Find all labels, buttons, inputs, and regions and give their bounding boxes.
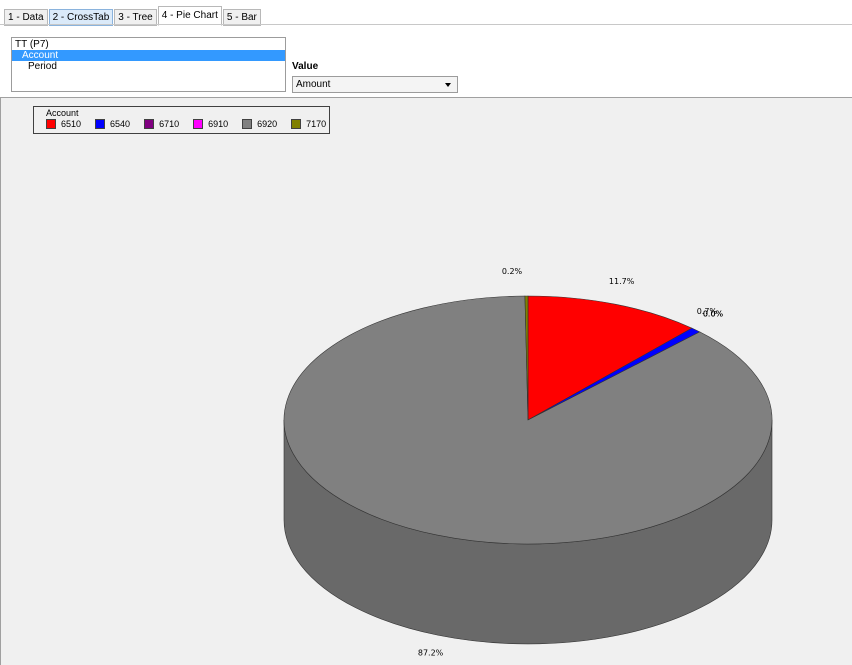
pie-slice-6510 bbox=[527, 295, 693, 421]
pie-slice-6920 bbox=[283, 295, 773, 545]
legend-swatch bbox=[46, 119, 56, 129]
value-label: Value bbox=[292, 61, 319, 72]
field-list-item-account[interactable]: Account bbox=[12, 50, 285, 61]
tab-bar: 1 - Data 2 - CrossTab 3 - Tree 4 - Pie C… bbox=[0, 0, 852, 28]
pie-label-6920: 87.2% bbox=[418, 648, 444, 657]
tab-tree[interactable]: 3 - Tree bbox=[114, 9, 157, 26]
legend-label: 6910 bbox=[208, 119, 229, 129]
legend-label: 6920 bbox=[257, 119, 278, 129]
field-list-header: TT (P7) bbox=[15, 39, 49, 50]
legend-item-6910: 6910 bbox=[193, 119, 228, 129]
chart-legend: Account 6510 6540 6710 6910 6920 7170 bbox=[33, 106, 330, 134]
legend-label: 6710 bbox=[159, 119, 180, 129]
value-dropdown-text: Amount bbox=[296, 79, 331, 90]
legend-swatch bbox=[242, 119, 253, 129]
pie-label-6910: 0.0% bbox=[703, 309, 724, 318]
tab-bar-chart[interactable]: 5 - Bar bbox=[222, 9, 261, 26]
legend-label: 7170 bbox=[306, 119, 327, 129]
pie-label-6710: 0.0% bbox=[703, 309, 724, 318]
tab-data[interactable]: 1 - Data bbox=[4, 9, 48, 26]
legend-item-6920: 6920 bbox=[242, 119, 277, 129]
legend-item-7170: 7170 bbox=[291, 119, 326, 129]
pie-slice-7170 bbox=[524, 295, 529, 421]
tab-pie-chart[interactable]: 4 - Pie Chart bbox=[157, 6, 222, 26]
pie-label-6540: 0.7% bbox=[697, 307, 718, 316]
legend-item-6710: 6710 bbox=[144, 119, 179, 129]
field-list-item-period[interactable]: Period bbox=[28, 61, 57, 72]
pie-label-7170: 0.2% bbox=[502, 267, 523, 276]
legend-items: 6510 6540 6710 6910 6920 7170 bbox=[46, 119, 340, 129]
legend-label: 6540 bbox=[110, 119, 131, 129]
legend-swatch bbox=[144, 119, 155, 129]
legend-swatch bbox=[95, 119, 106, 129]
field-list[interactable]: TT (P7) Account Period bbox=[11, 37, 286, 92]
legend-item-6540: 6540 bbox=[95, 119, 130, 129]
legend-swatch bbox=[291, 119, 302, 129]
legend-title: Account bbox=[46, 108, 79, 118]
value-dropdown[interactable]: Amount bbox=[292, 76, 458, 93]
legend-item-6510: 6510 bbox=[46, 119, 81, 129]
legend-swatch bbox=[193, 119, 204, 129]
legend-label: 6510 bbox=[61, 119, 82, 129]
chevron-down-icon[interactable] bbox=[445, 83, 451, 87]
tab-crosstab[interactable]: 2 - CrossTab bbox=[48, 9, 114, 26]
pie-label-6510: 11.7% bbox=[609, 277, 635, 286]
tab-divider bbox=[0, 24, 852, 25]
